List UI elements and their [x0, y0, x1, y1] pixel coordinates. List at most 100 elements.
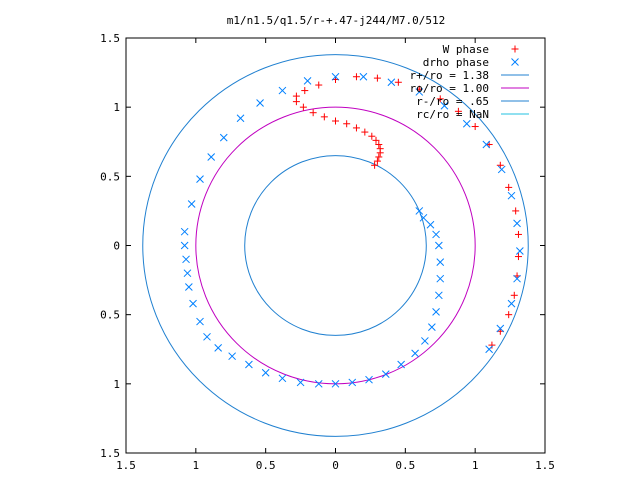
- y-tick-label: 0.5: [100, 170, 120, 183]
- y-tick-label: 1.5: [100, 447, 120, 460]
- point: [432, 230, 440, 239]
- point: [510, 291, 518, 299]
- point: [207, 153, 216, 161]
- point: [245, 360, 253, 369]
- point: [512, 207, 520, 215]
- point: [180, 241, 189, 250]
- legend-label: ro/ro = 1.00: [410, 82, 489, 95]
- legend-label: drho phase: [423, 56, 489, 69]
- point: [507, 191, 516, 200]
- point: [372, 136, 380, 144]
- point: [189, 299, 197, 308]
- point: [365, 375, 373, 384]
- point: [296, 378, 305, 387]
- point: [375, 153, 383, 161]
- point: [428, 323, 436, 331]
- point: [436, 95, 444, 103]
- point: [331, 72, 340, 81]
- point: [387, 78, 396, 87]
- point: [381, 370, 390, 379]
- point: [214, 344, 223, 352]
- point: [419, 213, 428, 222]
- point: [454, 107, 462, 115]
- legend-entry: ro/ro = 1.00: [410, 82, 529, 95]
- point: [426, 220, 435, 229]
- legend-label: r+/ro = 1.38: [410, 69, 489, 82]
- point: [299, 103, 307, 111]
- circle-r-/ro: [244, 155, 427, 336]
- point: [184, 283, 193, 291]
- point: [182, 255, 190, 264]
- data-series: [180, 72, 524, 388]
- point: [436, 274, 445, 283]
- point: [513, 219, 521, 228]
- point: [485, 345, 493, 354]
- point: [516, 247, 524, 255]
- y-tick-label: 1.5: [100, 32, 120, 45]
- point: [394, 78, 402, 86]
- chart-title: m1/n1.5/q1.5/r-+.47-j244/M7.0/512: [227, 14, 446, 27]
- y-tick-label: 1: [113, 378, 120, 391]
- point: [196, 317, 204, 326]
- legend-entry: r-/ro = .65: [416, 95, 529, 108]
- x-tick-label: 1.5: [535, 459, 555, 472]
- point: [482, 140, 491, 149]
- point: [256, 99, 264, 107]
- point: [371, 161, 379, 169]
- point: [292, 92, 300, 100]
- point: [303, 77, 312, 85]
- point: [471, 123, 479, 131]
- legend-label: W phase: [443, 43, 489, 56]
- point: [278, 86, 287, 95]
- point: [375, 141, 383, 149]
- y-tick-label: 1: [113, 101, 120, 114]
- x-tick-label: 1.5: [116, 459, 136, 472]
- point: [397, 360, 405, 369]
- point: [514, 253, 522, 261]
- point: [462, 119, 471, 128]
- point: [361, 128, 369, 136]
- series-W-phase: [292, 73, 522, 349]
- point: [236, 114, 245, 123]
- legend-label: rc/ro = NaN: [416, 108, 489, 121]
- point: [219, 133, 228, 142]
- point: [411, 349, 419, 358]
- point: [373, 74, 381, 82]
- point: [228, 352, 237, 361]
- point: [278, 374, 287, 383]
- x-tick-label: 0: [332, 459, 339, 472]
- point: [343, 120, 351, 128]
- point: [331, 379, 340, 388]
- circle-ro/ro: [195, 106, 476, 385]
- point: [436, 258, 445, 266]
- point: [505, 311, 513, 319]
- legend-marker: [511, 45, 519, 53]
- point: [507, 299, 516, 308]
- point: [352, 73, 360, 81]
- point: [496, 324, 505, 333]
- x-tick-label: 1: [472, 459, 479, 472]
- point: [440, 101, 449, 110]
- circle-r+/ro: [142, 54, 529, 437]
- point: [183, 269, 192, 278]
- point: [314, 379, 323, 388]
- point: [373, 157, 381, 165]
- point: [488, 341, 496, 349]
- point: [434, 291, 443, 300]
- point: [309, 109, 317, 117]
- point: [368, 132, 376, 140]
- point: [434, 241, 443, 250]
- point: [301, 87, 309, 95]
- point: [320, 113, 328, 121]
- legend-entry: rc/ro = NaN: [416, 108, 529, 121]
- point: [415, 207, 424, 215]
- point: [497, 165, 506, 174]
- point: [348, 378, 357, 387]
- point: [261, 368, 270, 377]
- legend-entry: drho phase: [423, 56, 519, 69]
- point: [376, 145, 384, 153]
- point: [203, 332, 211, 341]
- point: [432, 308, 440, 316]
